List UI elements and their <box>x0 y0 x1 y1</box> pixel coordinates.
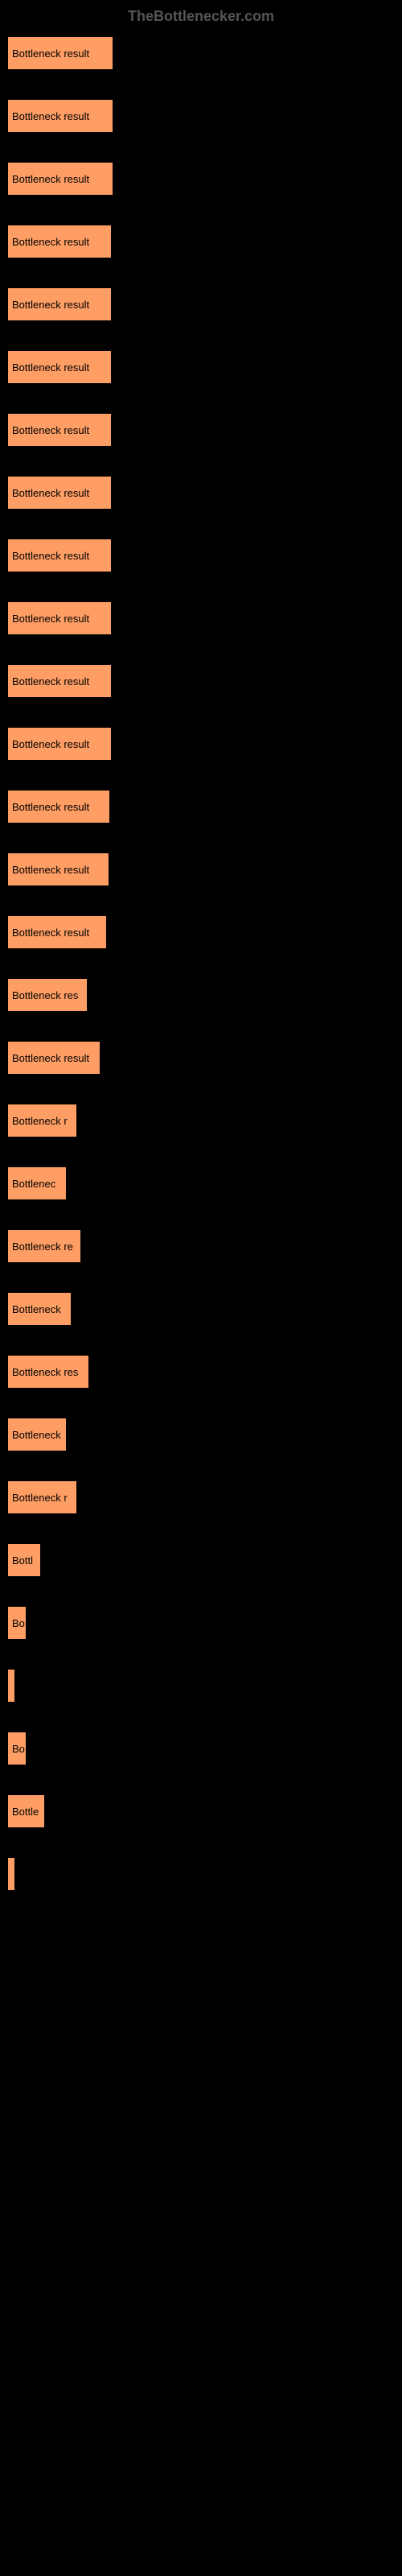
bar-label: Bo <box>12 1743 25 1755</box>
bar: Bottleneck result <box>8 37 113 69</box>
bar-label: Bottleneck <box>12 1303 61 1315</box>
bar: Bottleneck res <box>8 979 87 1011</box>
bar-row: Bottleneck re <box>8 1230 394 1262</box>
bar-label: Bottleneck result <box>12 675 89 687</box>
bar-row: Bottlenec <box>8 1167 394 1199</box>
bar: Bottleneck result <box>8 414 111 446</box>
bar-row: Bottleneck res <box>8 979 394 1011</box>
bar: Bottleneck result <box>8 225 111 258</box>
bar-label: Bottleneck result <box>12 236 89 248</box>
bar-label: Bottleneck result <box>12 864 89 876</box>
bar: Bottleneck result <box>8 100 113 132</box>
bar <box>8 1670 14 1702</box>
bar-row: Bottleneck result <box>8 414 394 446</box>
bar-label: Bottleneck result <box>12 1052 89 1064</box>
bar-label: Bottleneck r <box>12 1115 68 1127</box>
bar-label: Bottle <box>12 1806 39 1818</box>
bar: Bottleneck res <box>8 1356 88 1388</box>
bar-row: Bottleneck res <box>8 1356 394 1388</box>
bar: Bottleneck result <box>8 539 111 572</box>
bar-row: Bottleneck result <box>8 728 394 760</box>
bar: Bottleneck re <box>8 1230 80 1262</box>
bar-row: Bottleneck result <box>8 288 394 320</box>
bar: Bottleneck <box>8 1293 71 1325</box>
bar-label: Bottleneck r <box>12 1492 68 1504</box>
watermark-text: TheBottlenecker.com <box>8 8 394 25</box>
bar-row: Bottleneck <box>8 1418 394 1451</box>
bar: Bottlenec <box>8 1167 66 1199</box>
bar-row: Bottleneck result <box>8 351 394 383</box>
bar-row: Bottleneck r <box>8 1104 394 1137</box>
bar-row <box>8 1858 394 1890</box>
bar-label: Bottleneck res <box>12 989 78 1001</box>
bar-label: Bottleneck <box>12 1429 61 1441</box>
bar-row: Bottleneck result <box>8 163 394 195</box>
bar-row: Bottleneck result <box>8 916 394 948</box>
bar-label: Bottleneck result <box>12 299 89 311</box>
bar-label: Bottleneck re <box>12 1241 73 1253</box>
bar-label: Bottleneck result <box>12 550 89 562</box>
bar-label: Bottleneck result <box>12 173 89 185</box>
bar: Bottleneck r <box>8 1104 76 1137</box>
bar: Bottleneck r <box>8 1481 76 1513</box>
bar-row: Bottleneck result <box>8 539 394 572</box>
bar-row: Bottleneck result <box>8 37 394 69</box>
bar <box>8 1858 14 1890</box>
bar: Bottleneck result <box>8 602 111 634</box>
bar-label: Bottleneck result <box>12 110 89 122</box>
bar: Bottleneck result <box>8 1042 100 1074</box>
bar-label: Bottleneck result <box>12 738 89 750</box>
bar-label: Bo <box>12 1617 25 1629</box>
bar: Bo <box>8 1732 26 1765</box>
bar-label: Bottleneck result <box>12 487 89 499</box>
bar-label: Bottleneck res <box>12 1366 78 1378</box>
bar-label: Bottleneck result <box>12 361 89 374</box>
bar-chart: Bottleneck result Bottleneck result Bottle… <box>8 37 394 1890</box>
bar: Bottleneck result <box>8 853 109 886</box>
bar: Bottleneck result <box>8 288 111 320</box>
bar-row: Bottle <box>8 1795 394 1827</box>
bar-row: Bottl <box>8 1544 394 1576</box>
bar-row: Bottleneck result <box>8 602 394 634</box>
bar: Bottle <box>8 1795 44 1827</box>
bar: Bottl <box>8 1544 40 1576</box>
bar: Bottleneck result <box>8 916 106 948</box>
bar-row <box>8 1670 394 1702</box>
bar-label: Bottleneck result <box>12 613 89 625</box>
bar-row: Bottleneck result <box>8 853 394 886</box>
bar-row: Bo <box>8 1607 394 1639</box>
bar-label: Bottleneck result <box>12 424 89 436</box>
bar-row: Bottleneck r <box>8 1481 394 1513</box>
bar-label: Bottleneck result <box>12 47 89 60</box>
bar: Bottleneck result <box>8 791 109 823</box>
bar: Bottleneck <box>8 1418 66 1451</box>
bar-label: Bottl <box>12 1554 33 1567</box>
bar: Bottleneck result <box>8 728 111 760</box>
bar-label: Bottleneck result <box>12 927 89 939</box>
bar-label: Bottleneck result <box>12 801 89 813</box>
bar-label: Bottlenec <box>12 1178 55 1190</box>
bar-row: Bottleneck result <box>8 791 394 823</box>
bar: Bottleneck result <box>8 351 111 383</box>
bar-row: Bottleneck result <box>8 225 394 258</box>
bar-row: Bo <box>8 1732 394 1765</box>
bar-row: Bottleneck result <box>8 100 394 132</box>
bar: Bottleneck result <box>8 665 111 697</box>
bar: Bottleneck result <box>8 163 113 195</box>
bar-row: Bottleneck result <box>8 1042 394 1074</box>
bar: Bottleneck result <box>8 477 111 509</box>
bar-row: Bottleneck result <box>8 477 394 509</box>
bar: Bo <box>8 1607 26 1639</box>
bar-row: Bottleneck result <box>8 665 394 697</box>
bar-row: Bottleneck <box>8 1293 394 1325</box>
